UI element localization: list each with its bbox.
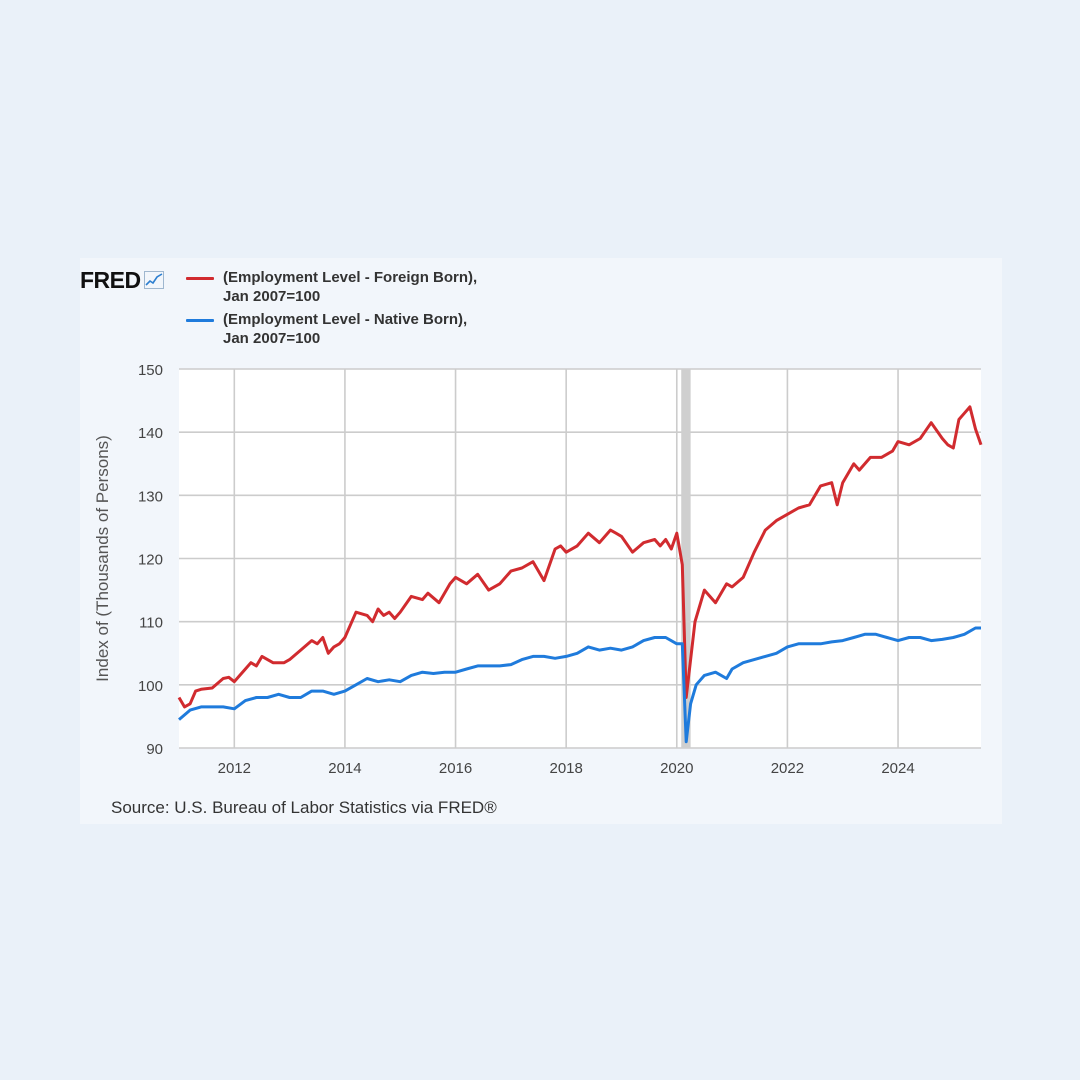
legend-label-native-born: (Employment Level - Native Born),: [223, 311, 468, 328]
legend-label-foreign-born: (Employment Level - Foreign Born),: [223, 269, 478, 286]
chart-panel: FRED (Employment Level - Foreign Born), …: [80, 258, 1002, 824]
y-tick-label: 150: [138, 362, 163, 379]
y-axis-label: Index of (Thousands of Persons): [93, 435, 112, 682]
legend-item-foreign-born[interactable]: (Employment Level - Foreign Born), Jan 2…: [186, 268, 477, 306]
y-tick-label: 130: [138, 488, 163, 505]
recession-shading: [681, 369, 691, 748]
x-tick-label: 2024: [881, 760, 914, 777]
legend-sublabel-foreign-born: Jan 2007=100: [223, 288, 321, 305]
chart-line-icon: [143, 271, 164, 289]
y-tick-label: 120: [138, 552, 163, 569]
x-tick-label: 2012: [218, 760, 251, 777]
x-tick-label: 2014: [328, 760, 361, 777]
legend-swatch-foreign-born: [186, 277, 214, 280]
x-tick-label: 2016: [439, 760, 472, 777]
legend-sublabel-native-born: Jan 2007=100: [223, 330, 321, 347]
y-tick-label: 90: [146, 741, 163, 758]
x-tick-label: 2022: [771, 760, 804, 777]
series-line-foreign-born: [177, 405, 983, 709]
y-tick-label: 110: [139, 615, 163, 632]
x-tick-label: 2018: [549, 760, 582, 777]
y-tick-label: 100: [138, 678, 163, 695]
fred-logo-group[interactable]: FRED: [80, 267, 164, 293]
legend-item-native-born[interactable]: (Employment Level - Native Born), Jan 20…: [186, 310, 467, 348]
y-tick-label: 140: [138, 425, 163, 442]
fred-logo: FRED: [80, 266, 141, 293]
legend-swatch-native-born: [186, 319, 214, 322]
source-note: Source: U.S. Bureau of Labor Statistics …: [111, 798, 497, 817]
series-line-native-born: [178, 626, 981, 744]
x-tick-label: 2020: [660, 760, 693, 777]
line-chart: 90 100 110 120 130 140 150 2012 2014 2016 2018 2020…: [93, 362, 983, 777]
